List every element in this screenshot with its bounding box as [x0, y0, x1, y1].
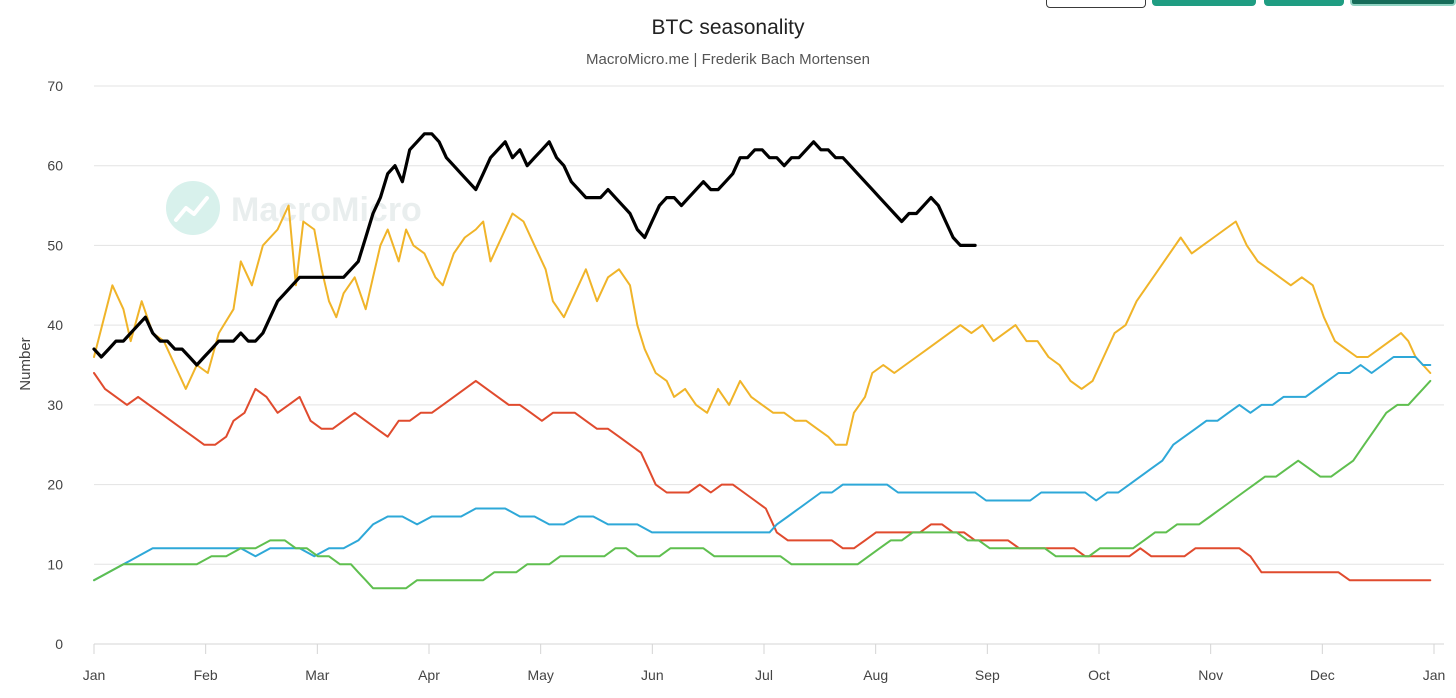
y-tick-label: 70: [47, 78, 63, 94]
series-line-black: [92, 132, 977, 367]
x-axis-ticks: Jan Feb Mar Apr May Jun Jul Aug Sep Oct Nov Dec Jan: [83, 644, 1446, 683]
y-tick-label: 40: [47, 317, 63, 333]
series-line-yellow: [93, 204, 1432, 446]
x-tick-label-apr: Apr: [418, 667, 440, 683]
x-tick-label-oct: Oct: [1088, 667, 1110, 683]
toolbar-button-green-3[interactable]: [1350, 0, 1456, 6]
x-tick-label-mar: Mar: [305, 667, 329, 683]
toolbar-button-green-2[interactable]: [1264, 0, 1344, 6]
y-tick-label: 60: [47, 158, 63, 174]
series-line-blue: [93, 356, 1432, 582]
watermark-text: MacroMicro: [231, 191, 422, 229]
y-tick-label: 50: [47, 237, 63, 253]
x-tick-label-jun: Jun: [641, 667, 664, 683]
y-tick-label: 10: [47, 556, 63, 572]
macromicro-logo-icon: [166, 181, 220, 235]
series-line-green: [93, 379, 1432, 590]
chart-title: BTC seasonality: [652, 16, 805, 39]
x-tick-label-feb: Feb: [194, 667, 218, 683]
x-tick-label-jan: Jan: [1423, 667, 1446, 683]
x-tick-label-jul: Jul: [755, 667, 773, 683]
grid-lines: [94, 85, 1444, 645]
y-tick-label: 30: [47, 397, 63, 413]
x-tick-label-may: May: [527, 667, 553, 683]
y-tick-label: 0: [55, 636, 63, 652]
y-axis-ticks: 0 10 20 30 40 50 60 70: [47, 78, 63, 652]
x-tick-label-nov: Nov: [1198, 667, 1223, 683]
macromicro-logo-trend-icon: [174, 196, 209, 222]
x-tick-label-sep: Sep: [975, 667, 1000, 683]
macromicro-watermark: MacroMicro: [166, 181, 422, 235]
x-tick-label-aug: Aug: [863, 667, 888, 683]
series-lines: [92, 132, 1432, 590]
series-line-red: [93, 372, 1432, 582]
chart-subtitle: MacroMicro.me | Frederik Bach Mortensen: [586, 51, 870, 68]
x-tick-label-jan: Jan: [83, 667, 106, 683]
y-tick-label: 20: [47, 477, 63, 493]
toolbar-button-outline[interactable]: [1046, 0, 1146, 8]
y-axis-label: Number: [17, 337, 34, 390]
toolbar-button-green-1[interactable]: [1152, 0, 1256, 6]
x-tick-label-dec: Dec: [1310, 667, 1335, 683]
